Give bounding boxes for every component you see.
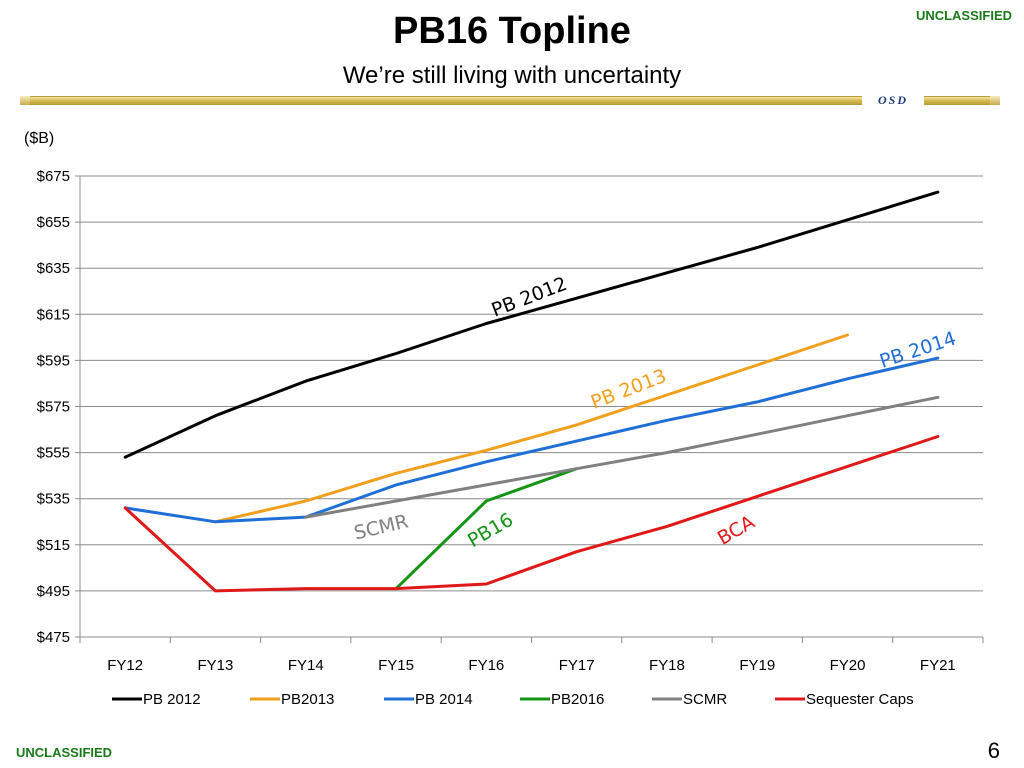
x-tick-label: FY17 — [559, 657, 595, 674]
y-tick-label: $515 — [37, 537, 70, 554]
x-tick-label: FY15 — [378, 657, 414, 674]
series-line-pb2013 — [213, 333, 849, 524]
osd-logo: OSD — [877, 93, 908, 107]
page-title: PB16 Topline — [393, 10, 631, 52]
y-tick-label: $655 — [37, 214, 70, 231]
y-tick-label: $555 — [37, 445, 70, 462]
series-line-scmr — [304, 395, 940, 519]
y-tick-label: $595 — [37, 352, 70, 369]
y-tick-label: $575 — [37, 399, 70, 416]
y-tick-label: $495 — [37, 583, 70, 600]
series-line-sequester-caps — [123, 435, 940, 593]
x-tick-label: FY14 — [288, 657, 324, 674]
x-tick-label: FY19 — [739, 657, 775, 674]
series-line-pb-2012 — [123, 190, 940, 459]
y-tick-label: $675 — [37, 168, 70, 185]
x-tick-label: FY13 — [198, 657, 234, 674]
osd-bar-left-cap — [20, 96, 30, 105]
grid-lines — [80, 175, 983, 592]
series-annotation: BCA — [714, 511, 759, 550]
legend-label: Sequester Caps — [806, 691, 914, 708]
x-tick-label: FY18 — [649, 657, 685, 674]
classification-bottom: UNCLASSIFIED — [16, 745, 113, 760]
osd-bar-right-cap — [990, 96, 1000, 105]
x-tick-label: FY16 — [468, 657, 504, 674]
x-tick-label: FY21 — [920, 657, 956, 674]
y-tick-label: $535 — [37, 491, 70, 508]
legend-label: PB2016 — [551, 691, 604, 708]
x-tick-label: FY20 — [830, 657, 866, 674]
y-tick-label: $615 — [37, 306, 70, 323]
legend-label: PB2013 — [281, 691, 334, 708]
series-line-pb-2014 — [123, 356, 940, 524]
y-tick-label: $635 — [37, 260, 70, 277]
page-number: 6 — [987, 738, 1000, 763]
y-tick-label: $475 — [37, 629, 70, 646]
axes: $475 $495 $515 $535 $555 $575 $595 $615 $635 $655… — [37, 168, 984, 674]
classification-top: UNCLASSIFIED — [915, 8, 1012, 23]
legend-label: PB 2012 — [143, 691, 201, 708]
series-lines — [123, 190, 940, 593]
x-tick-label: FY12 — [107, 657, 143, 674]
series-annotation: PB 2014 — [877, 327, 959, 372]
legend-label: PB 2014 — [415, 691, 473, 708]
page-subtitle: We’re still living with uncertainty — [342, 62, 682, 89]
legend-label: SCMR — [683, 691, 727, 708]
unit-label: ($B) — [24, 130, 55, 147]
series-annotation: SCMR — [352, 511, 410, 545]
legend: PB 2012 PB2013 PB 2014 PB2016 SCMR Sequester … — [112, 691, 914, 708]
osd-logo-background — [862, 92, 924, 109]
